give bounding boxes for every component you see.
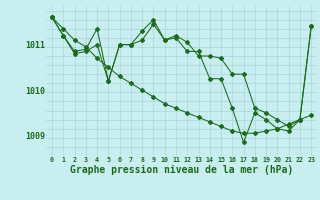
X-axis label: Graphe pression niveau de la mer (hPa): Graphe pression niveau de la mer (hPa) (70, 165, 293, 175)
